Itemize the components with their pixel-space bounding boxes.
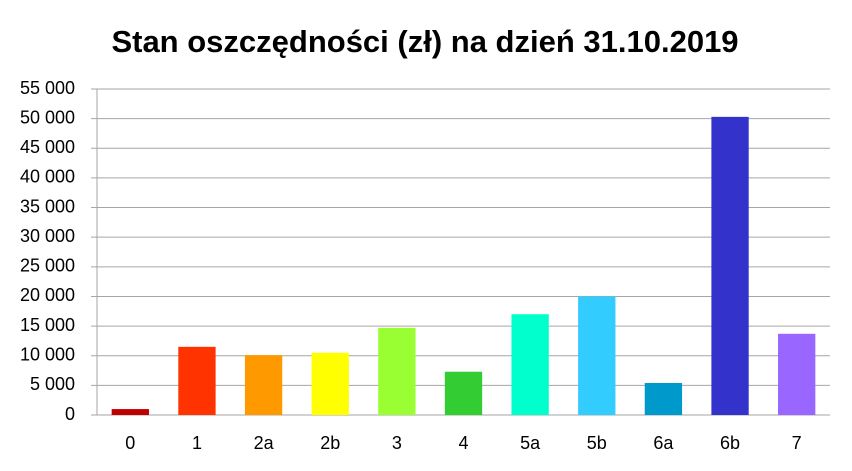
bar [178, 346, 216, 415]
x-tick-label: 1 [192, 433, 202, 453]
bar [711, 116, 749, 415]
y-tick-label: 35 000 [20, 196, 75, 216]
x-tick-label: 2a [254, 433, 275, 453]
x-tick-label: 4 [458, 433, 468, 453]
x-tick-label: 5b [587, 433, 607, 453]
x-tick-label: 0 [125, 433, 135, 453]
y-tick-label: 10 000 [20, 344, 75, 364]
y-tick-label: 50 000 [20, 107, 75, 127]
y-tick-label: 30 000 [20, 226, 75, 246]
x-tick-label: 3 [392, 433, 402, 453]
bar [378, 327, 416, 415]
chart-title: Stan oszczędności (zł) na dzień 31.10.20… [111, 24, 738, 59]
bar [311, 352, 349, 415]
y-tick-label: 40 000 [20, 167, 75, 187]
y-tick-label: 5 000 [30, 374, 75, 394]
x-tick-label: 5a [520, 433, 541, 453]
bar [511, 314, 549, 415]
y-tick-label: 55 000 [20, 78, 75, 98]
y-tick-label: 0 [65, 404, 75, 424]
y-tick-label: 25 000 [20, 256, 75, 276]
bar [111, 409, 149, 415]
x-tick-label: 6b [720, 433, 740, 453]
y-tick-label: 20 000 [20, 285, 75, 305]
y-tick-label: 15 000 [20, 315, 75, 335]
y-tick-label: 45 000 [20, 137, 75, 157]
bar [444, 371, 483, 415]
x-tick-label: 2b [320, 433, 340, 453]
bar [244, 355, 283, 415]
bar [644, 382, 683, 415]
x-tick-label: 6a [653, 433, 674, 453]
bar [578, 296, 616, 415]
bar [778, 333, 816, 415]
x-tick-label: 7 [792, 433, 802, 453]
